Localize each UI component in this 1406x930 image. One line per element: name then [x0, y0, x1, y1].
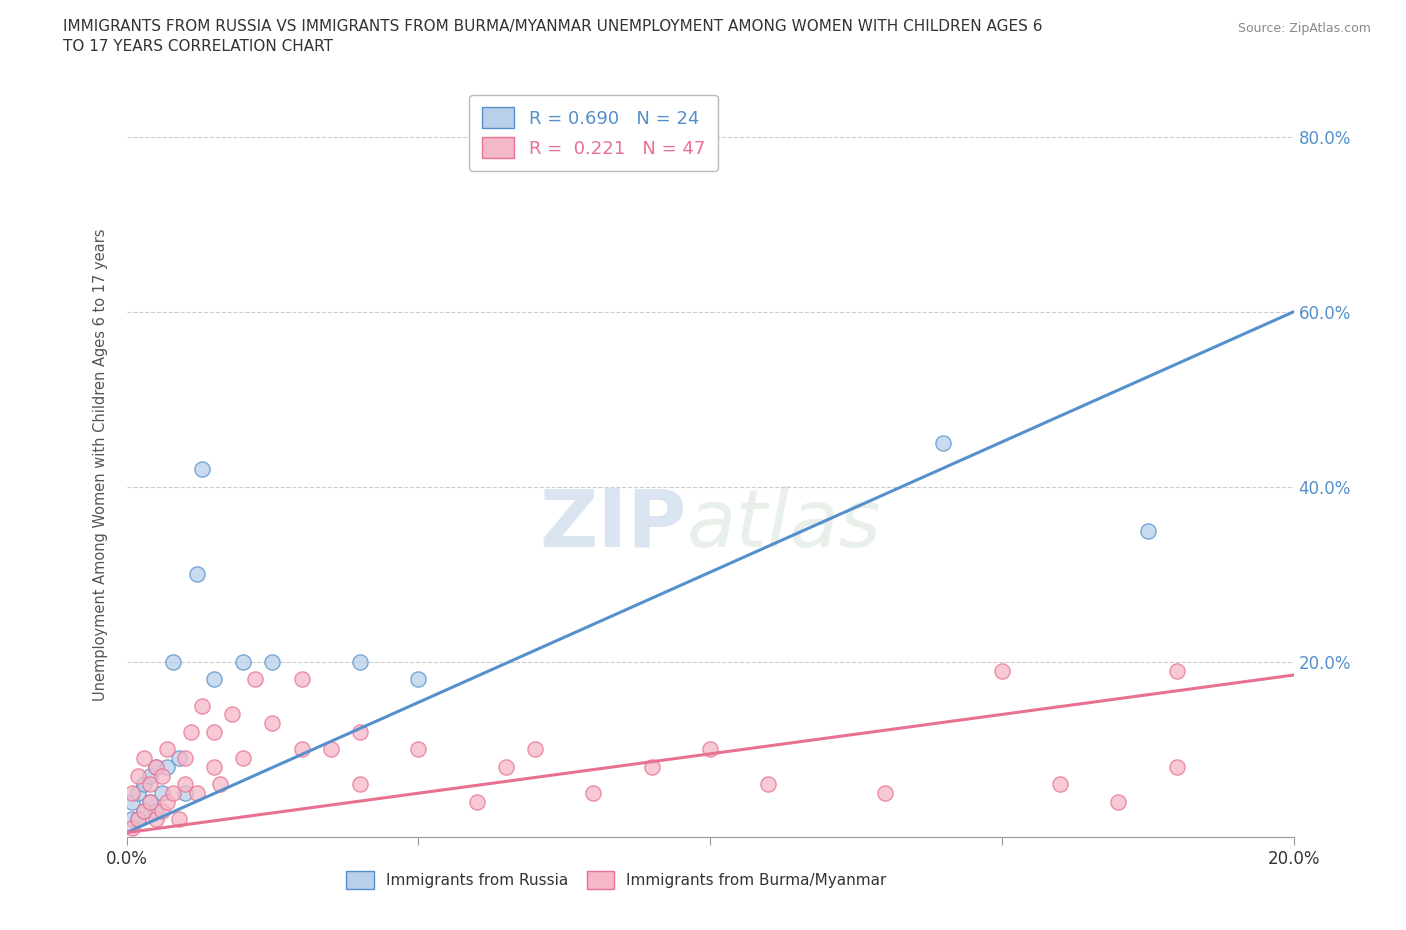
Point — [121, 794, 143, 809]
Point — [582, 786, 605, 801]
Point — [202, 760, 225, 775]
Text: IMMIGRANTS FROM RUSSIA VS IMMIGRANTS FROM BURMA/MYANMAR UNEMPLOYMENT AMONG WOMEN: IMMIGRANTS FROM RUSSIA VS IMMIGRANTS FRO… — [63, 19, 1043, 33]
Point — [150, 804, 173, 818]
Point — [127, 768, 149, 783]
Point — [191, 462, 214, 477]
Point — [145, 804, 167, 818]
Point — [349, 724, 371, 739]
Point — [243, 672, 266, 687]
Point — [186, 786, 208, 801]
Point — [208, 777, 231, 792]
Point — [290, 672, 312, 687]
Point — [1108, 794, 1130, 809]
Point — [1136, 524, 1159, 538]
Point — [132, 777, 155, 792]
Point — [699, 742, 721, 757]
Point — [408, 742, 430, 757]
Point — [162, 786, 184, 801]
Point — [262, 716, 284, 731]
Point — [139, 768, 162, 783]
Point — [524, 742, 547, 757]
Legend: Immigrants from Russia, Immigrants from Burma/Myanmar: Immigrants from Russia, Immigrants from … — [339, 863, 894, 897]
Point — [121, 821, 143, 836]
Point — [145, 760, 167, 775]
Point — [990, 663, 1012, 678]
Point — [145, 760, 167, 775]
Point — [180, 724, 202, 739]
Point — [465, 794, 488, 809]
Point — [232, 655, 254, 670]
Point — [139, 794, 162, 809]
Point — [319, 742, 342, 757]
Point — [1166, 663, 1188, 678]
Text: Source: ZipAtlas.com: Source: ZipAtlas.com — [1237, 22, 1371, 35]
Text: atlas: atlas — [686, 485, 882, 564]
Point — [349, 655, 371, 670]
Y-axis label: Unemployment Among Women with Children Ages 6 to 17 years: Unemployment Among Women with Children A… — [93, 229, 108, 701]
Point — [132, 751, 155, 765]
Point — [174, 751, 197, 765]
Point — [495, 760, 517, 775]
Point — [150, 768, 173, 783]
Point — [156, 742, 179, 757]
Point — [1166, 760, 1188, 775]
Point — [932, 435, 955, 450]
Point — [156, 794, 179, 809]
Point — [145, 812, 167, 827]
Point — [408, 672, 430, 687]
Point — [121, 812, 143, 827]
Point — [167, 812, 190, 827]
Point — [221, 707, 243, 722]
Point — [127, 786, 149, 801]
Point — [132, 804, 155, 818]
Point — [262, 655, 284, 670]
Point — [186, 567, 208, 582]
Point — [121, 786, 143, 801]
Point — [640, 760, 664, 775]
Point — [202, 724, 225, 739]
Point — [139, 777, 162, 792]
Point — [167, 751, 190, 765]
Text: ZIP: ZIP — [540, 485, 686, 564]
Text: TO 17 YEARS CORRELATION CHART: TO 17 YEARS CORRELATION CHART — [63, 39, 333, 54]
Point — [202, 672, 225, 687]
Point — [127, 812, 149, 827]
Point — [875, 786, 897, 801]
Point — [162, 655, 184, 670]
Point — [349, 777, 371, 792]
Point — [132, 804, 155, 818]
Point — [156, 760, 179, 775]
Point — [150, 786, 173, 801]
Point — [174, 777, 197, 792]
Point — [1049, 777, 1071, 792]
Point — [139, 794, 162, 809]
Point — [127, 812, 149, 827]
Point — [174, 786, 197, 801]
Point — [756, 777, 779, 792]
Point — [191, 698, 214, 713]
Point — [232, 751, 254, 765]
Point — [290, 742, 312, 757]
